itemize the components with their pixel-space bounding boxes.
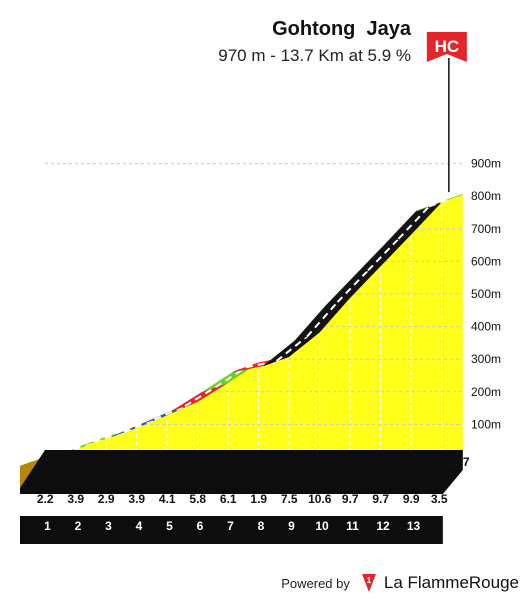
footer: Powered by 1 La FlammeRouge: [281, 573, 519, 593]
km-tick-label: 1: [44, 519, 51, 533]
km-tick-label: 8: [258, 519, 265, 533]
gradient-label: 10.6: [308, 492, 332, 506]
road-centerline: [184, 386, 217, 407]
labels-layer: 2.2 3.9 2.9 3.9 4.1 5.8 6.1 1.9 7.5 10.6 9.7 9.7 9.9…: [37, 157, 501, 533]
road-centerline: [306, 301, 339, 338]
km-axis-base: [20, 516, 443, 544]
elevation-tick-label: 500m: [471, 287, 501, 301]
km-axis-band: [20, 450, 463, 494]
profile-top-layer: [19, 193, 463, 467]
km-tick-label: 5: [166, 519, 173, 533]
km-tick-label: 2: [75, 519, 82, 533]
brand-name: La FlammeRouge: [383, 573, 519, 592]
road-centerline: [428, 197, 451, 208]
category-badge: HC: [426, 32, 467, 193]
profile-fill-layer: [20, 194, 463, 466]
gradient-label: 9.7: [342, 492, 359, 506]
elevation-tick-label: 600m: [471, 254, 501, 268]
climb-title: Gohtong Jaya: [272, 18, 411, 40]
gradient-label: 7.5: [281, 492, 298, 506]
gradient-label: 3.9: [67, 492, 84, 506]
gradient-label: 3.5: [431, 492, 448, 506]
elevation-tick-label: 300m: [471, 352, 501, 366]
km-tick-label: 7: [227, 519, 234, 533]
category-flag: [426, 32, 467, 62]
gradient-label: 2.2: [37, 492, 54, 506]
gradient-label: 2.9: [98, 492, 115, 506]
km-tick-label: 6: [197, 519, 204, 533]
km-tick-label: 12: [376, 519, 390, 533]
elevation-tick-label: 200m: [471, 385, 501, 399]
grid-layer: [45, 163, 463, 466]
km-tick-label: 3: [105, 519, 112, 533]
gradient-label: 4.1: [159, 492, 176, 506]
km-tick-label: 10: [315, 519, 329, 533]
road-centerline: [397, 205, 430, 240]
gradient-label: 6.1: [220, 492, 237, 506]
road-centerline: [214, 366, 247, 389]
climb-stats: 970 m - 13.7 Km at 5.9 %: [218, 46, 411, 65]
road-centerline: [367, 238, 400, 272]
flamme-rouge-logo-icon: 1: [361, 574, 376, 592]
svg-text:1: 1: [367, 576, 372, 585]
powered-by-text: Powered by: [281, 575, 350, 591]
elevation-tick-label: 800m: [471, 189, 501, 203]
km-tick-label: 13.7: [446, 455, 470, 469]
elevation-tick-label: 100m: [471, 417, 501, 431]
elevation-tick-label: 700m: [471, 222, 501, 236]
gradient-label: 9.7: [372, 492, 389, 506]
km-tick-label: 13: [407, 519, 421, 533]
gradient-label: 3.9: [128, 492, 145, 506]
gradient-label: 1.9: [250, 492, 267, 506]
elevation-tick-label: 900m: [471, 157, 501, 171]
km-tick-label: 9: [288, 519, 295, 533]
km-tick-label: 4: [136, 519, 143, 533]
profile-base-layer: [20, 450, 463, 544]
road-centerline: [336, 269, 369, 303]
elevation-tick-label: 400m: [471, 320, 501, 334]
gradient-label: 9.9: [403, 492, 420, 506]
category-label: HC: [435, 37, 460, 56]
km-tick-label: 11: [346, 519, 359, 533]
road-centerline: [154, 405, 186, 421]
gradient-label: 5.8: [189, 492, 206, 506]
road-centerline: [275, 335, 308, 362]
profile-area: [20, 194, 463, 466]
